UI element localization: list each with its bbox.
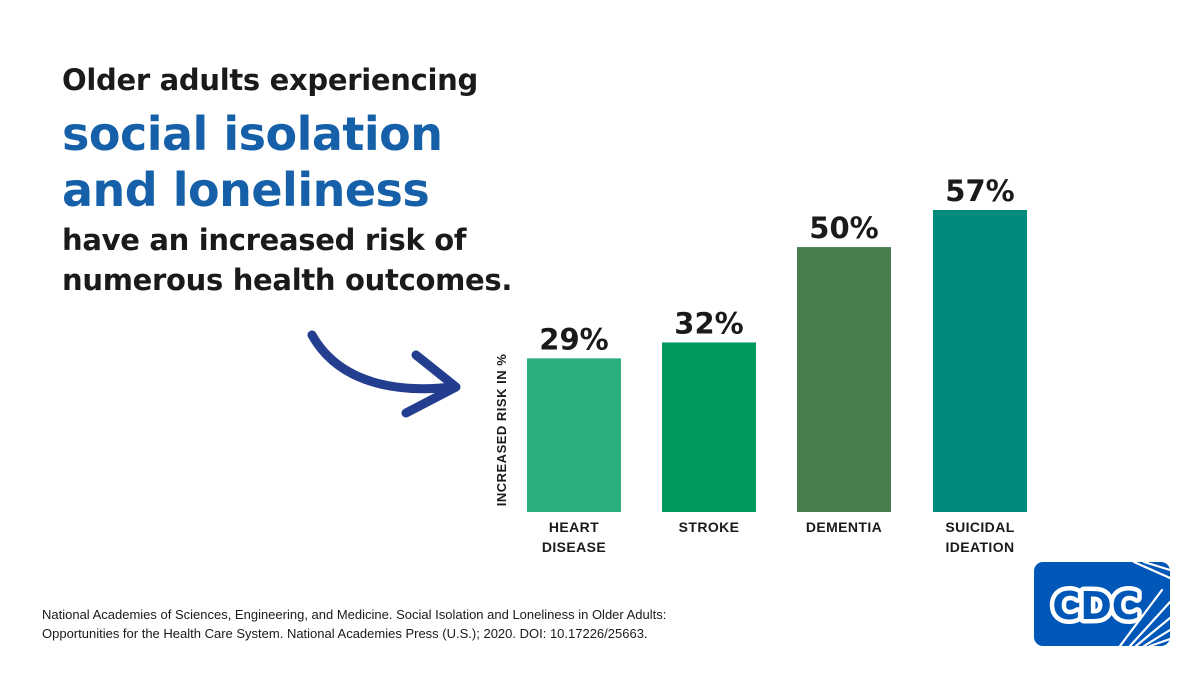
headline: Older adults experiencing social isolati… — [62, 60, 582, 300]
value-label-0: 29% — [539, 322, 608, 356]
logo-rays — [1118, 562, 1170, 646]
value-labels: 29% 32% 50% 57% — [539, 174, 1014, 356]
value-label-1: 32% — [674, 306, 743, 340]
svg-text:CDC: CDC — [1052, 584, 1139, 628]
category-label-0-line-1: DISEASE — [542, 539, 606, 555]
headline-line-3: numerous health outcomes. — [62, 263, 513, 297]
citation: National Academies of Sciences, Engineer… — [42, 605, 802, 643]
category-label-0-line-0: HEART — [549, 519, 599, 535]
bar-2 — [797, 247, 891, 513]
category-label-1-line-0: STROKE — [679, 519, 740, 535]
curved-arrow-icon — [307, 330, 461, 418]
bar-0 — [527, 358, 621, 512]
citation-line-1: National Academies of Sciences, Engineer… — [42, 607, 667, 622]
bar-1 — [662, 342, 756, 512]
category-label-2-line-0: DEMENTIA — [806, 519, 882, 535]
category-label-3-line-1: IDEATION — [945, 539, 1014, 555]
bars — [527, 210, 1027, 513]
y-axis-title-group: INCREASED RISK IN % — [494, 354, 509, 507]
value-label-3: 57% — [945, 174, 1014, 208]
arrow-head — [401, 350, 461, 418]
arrow-shaft — [307, 330, 457, 394]
headline-line-1: Older adults experiencing — [62, 63, 478, 97]
category-labels: HEART DISEASE STROKE DEMENTIA SUICIDAL IDEATI… — [542, 519, 1014, 555]
y-axis-title: INCREASED RISK IN % — [494, 354, 509, 507]
cdc-logo: CDC CDC — [1034, 562, 1170, 646]
headline-line-2: have an increased risk of — [62, 223, 467, 257]
headline-emphasis-line-1: social isolation — [62, 107, 443, 161]
citation-line-2: Opportunities for the Health Care System… — [42, 626, 648, 641]
headline-emphasis-line-2: and loneliness — [62, 163, 430, 217]
category-label-3-line-0: SUICIDAL — [945, 519, 1014, 535]
logo-text: CDC — [1052, 584, 1139, 628]
value-label-2: 50% — [809, 211, 878, 245]
bar-3 — [933, 210, 1027, 512]
